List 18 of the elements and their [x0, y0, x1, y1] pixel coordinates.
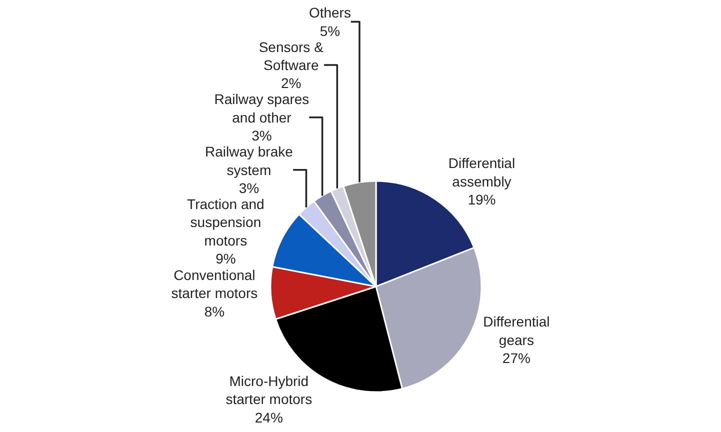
data-label: 5%	[320, 22, 340, 39]
slice-label: Railway brake system	[204, 144, 294, 178]
data-label: 27%	[502, 350, 530, 366]
data-label: 3%	[238, 180, 260, 196]
slice-label: Others	[308, 4, 351, 21]
slice-label: Micro-Hybrid starter motors	[226, 372, 312, 408]
slice-label: Differential gears	[483, 314, 550, 348]
slice-label: Conventional starter motors	[171, 267, 258, 302]
data-label: 2%	[280, 75, 302, 92]
slice-label: Traction and suspension motors	[187, 196, 264, 248]
slice-label: Railway spares and other	[214, 91, 310, 126]
data-label: 19%	[468, 192, 496, 208]
data-label: 9%	[216, 250, 236, 267]
data-label: 3%	[252, 128, 272, 144]
data-label: 8%	[204, 303, 225, 320]
slice-label: Sensors & Software	[258, 38, 324, 74]
data-label: 24%	[254, 409, 283, 426]
slice-label: Differential assembly	[448, 155, 516, 190]
